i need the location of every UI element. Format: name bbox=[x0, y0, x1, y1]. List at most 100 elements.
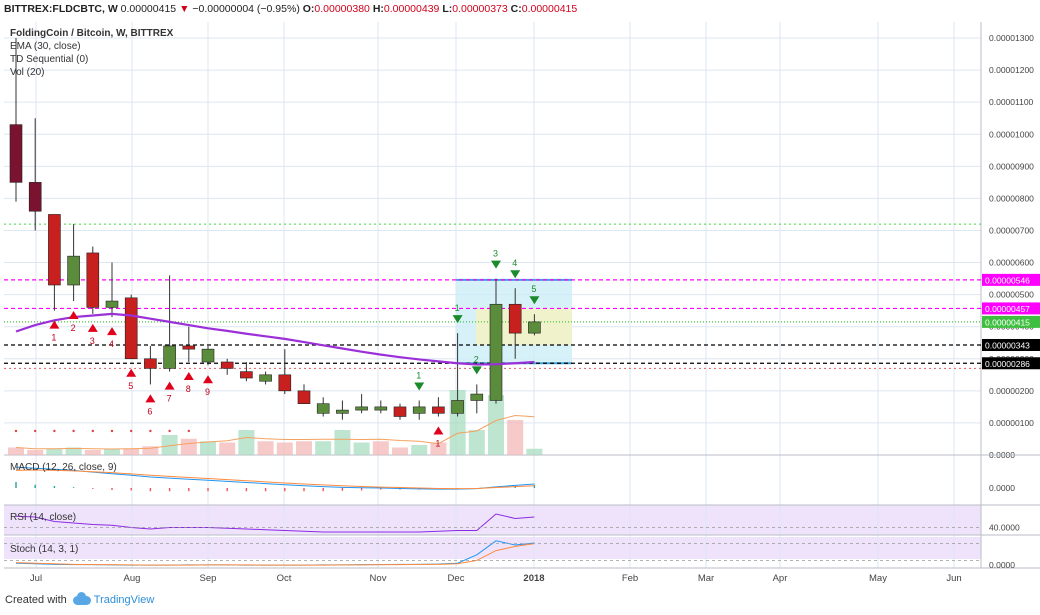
x-tick-label: Feb bbox=[622, 573, 638, 584]
rsi-band bbox=[4, 505, 981, 535]
y-tick-label: 0.00000100 bbox=[989, 418, 1034, 428]
candle-body bbox=[124, 297, 138, 360]
volume-bar bbox=[334, 430, 351, 455]
y-tick-label: 0.00000500 bbox=[989, 290, 1034, 300]
td-sell-triangle-icon bbox=[452, 315, 463, 324]
volume-bar bbox=[142, 446, 159, 455]
td-sell-triangle-icon bbox=[414, 382, 425, 391]
td-buy-triangle-icon bbox=[145, 394, 156, 403]
td-buy-triangle-icon bbox=[49, 320, 60, 329]
open-value: 0.00000380 bbox=[314, 3, 370, 15]
td-buy-triangle-icon bbox=[183, 371, 194, 380]
candle-body bbox=[259, 374, 272, 382]
rsi-pane-title[interactable]: RSI (14, close) bbox=[10, 512, 77, 523]
y-tick-label: 0.00001100 bbox=[989, 97, 1034, 107]
td-buy-count: 1 bbox=[51, 333, 56, 343]
open-label: O: bbox=[302, 3, 315, 15]
volume-bar bbox=[315, 441, 332, 455]
td-dot bbox=[130, 429, 133, 433]
last-price: 0.00000415 bbox=[120, 3, 177, 15]
legend-ema[interactable]: EMA (30, close) bbox=[10, 41, 81, 52]
volume-bar bbox=[46, 448, 63, 455]
price-level-tag bbox=[982, 273, 1040, 286]
legend-td-sequential[interactable]: TD Sequential (0) bbox=[10, 54, 89, 65]
footer-brand[interactable]: TradingView bbox=[93, 594, 155, 606]
td-buy-count: 3 bbox=[90, 336, 95, 346]
candle-body bbox=[48, 214, 61, 286]
td-sell-count: 4 bbox=[512, 258, 517, 268]
stoch-band bbox=[4, 537, 981, 559]
macd-tick-label: 0.0000 bbox=[989, 483, 1015, 493]
x-tick-label: Sep bbox=[200, 573, 217, 584]
change-arrow-icon: ▼ bbox=[179, 3, 190, 15]
td-sell-count: 3 bbox=[493, 249, 498, 259]
td-buy-count: 8 bbox=[186, 384, 191, 394]
volume-bar bbox=[507, 420, 524, 455]
td-dot bbox=[53, 429, 56, 433]
td-buy-count: 5 bbox=[128, 381, 133, 391]
td-sell-count: 1 bbox=[455, 303, 460, 313]
candle-body bbox=[144, 358, 157, 369]
td-dot bbox=[72, 429, 75, 433]
y-tick-label: 0.00000200 bbox=[989, 386, 1034, 396]
td-sell-count: 1 bbox=[416, 370, 421, 380]
candle-body bbox=[163, 345, 176, 369]
price-level-label: 0.00000286 bbox=[985, 359, 1030, 369]
td-dot bbox=[187, 429, 190, 433]
rsi-tick-label: 40.0000 bbox=[989, 523, 1020, 533]
td-buy-triangle-icon bbox=[126, 368, 137, 377]
y-tick-label: 0.00000900 bbox=[989, 161, 1034, 171]
candle-body bbox=[393, 406, 407, 417]
td-buy-triangle-icon bbox=[107, 327, 117, 336]
candle-body bbox=[9, 124, 23, 183]
candle-body bbox=[470, 393, 484, 401]
td-sell-triangle-icon bbox=[510, 270, 521, 279]
price-level-label: 0.00000343 bbox=[985, 340, 1030, 350]
candle-body bbox=[105, 300, 119, 308]
stoch-pane-title[interactable]: Stoch (14, 3, 1) bbox=[10, 544, 79, 555]
td-buy-count: 7 bbox=[167, 394, 172, 404]
stoch-d-line bbox=[15, 543, 535, 566]
candle-body bbox=[182, 345, 196, 350]
x-tick-label: May bbox=[869, 573, 887, 584]
x-tick-label: Jul bbox=[30, 573, 42, 584]
x-tick-label: Apr bbox=[773, 573, 788, 584]
close-value: 0.00000415 bbox=[521, 3, 578, 15]
macd-line bbox=[15, 466, 535, 490]
price-level-tag bbox=[982, 338, 1040, 351]
volume-bar bbox=[84, 450, 101, 455]
high-label: H: bbox=[372, 3, 384, 15]
macd-pane-title[interactable]: MACD (12, 26, close, 9) bbox=[10, 462, 117, 473]
volume-bar bbox=[238, 430, 255, 455]
stoch-tick-label: 0.0000 bbox=[989, 560, 1015, 570]
candle-body bbox=[297, 390, 311, 404]
td-sell-count: 5 bbox=[531, 284, 536, 294]
volume-ma-line bbox=[15, 414, 535, 450]
td-buy-triangle-icon bbox=[203, 375, 213, 384]
volume-bar bbox=[161, 435, 178, 455]
td-dot bbox=[110, 429, 114, 433]
legend-volume[interactable]: Vol (20) bbox=[10, 67, 45, 78]
td-buy-count: 6 bbox=[147, 406, 152, 416]
volume-bar bbox=[257, 441, 274, 455]
low-label: L: bbox=[442, 3, 453, 15]
rsi-line bbox=[15, 513, 535, 533]
y-tick-label: 0.00001300 bbox=[989, 33, 1034, 43]
volume-bar bbox=[200, 441, 216, 455]
y-tick-label: 0.00000700 bbox=[989, 225, 1034, 235]
td-dot bbox=[149, 429, 152, 433]
td-sell-count: 2 bbox=[474, 354, 479, 364]
y-tick-label: 0.00001000 bbox=[989, 129, 1034, 139]
td-buy-triangle-icon bbox=[164, 381, 175, 390]
volume-bar bbox=[180, 438, 197, 455]
candle-body bbox=[508, 303, 522, 334]
candle-body bbox=[316, 403, 330, 414]
td-buy-triangle-icon bbox=[433, 426, 444, 435]
volume-bar bbox=[430, 442, 447, 455]
volume-bar bbox=[296, 441, 312, 455]
y-tick-label: 0.00000600 bbox=[989, 258, 1034, 268]
volume-bar bbox=[468, 430, 485, 455]
volume-bar bbox=[219, 442, 236, 455]
td-dot bbox=[14, 429, 18, 433]
